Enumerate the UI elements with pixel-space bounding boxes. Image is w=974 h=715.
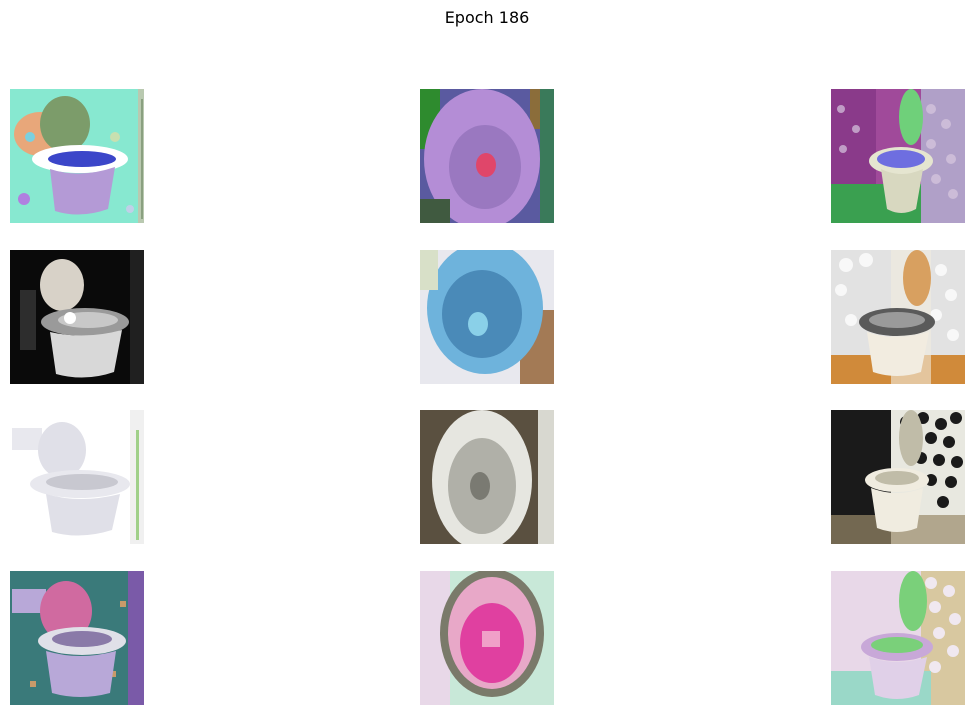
sample-image-r2-c1 bbox=[10, 250, 144, 384]
sample-image-r4-c2 bbox=[420, 571, 554, 705]
sample-image-r4-c1 bbox=[10, 571, 144, 705]
sample-image-r4-c3 bbox=[831, 571, 965, 705]
sample-image-r3-c1 bbox=[10, 410, 144, 544]
sample-image-r2-c3 bbox=[831, 250, 965, 384]
sample-image-r1-c1 bbox=[10, 89, 144, 223]
sample-image-r2-c2 bbox=[420, 250, 554, 384]
sample-image-r1-c2 bbox=[420, 89, 554, 223]
sample-image-r1-c3 bbox=[831, 89, 965, 223]
sample-image-r3-c2 bbox=[420, 410, 554, 544]
sample-image-r3-c3 bbox=[831, 410, 965, 544]
figure-title: Epoch 186 bbox=[444, 8, 530, 27]
